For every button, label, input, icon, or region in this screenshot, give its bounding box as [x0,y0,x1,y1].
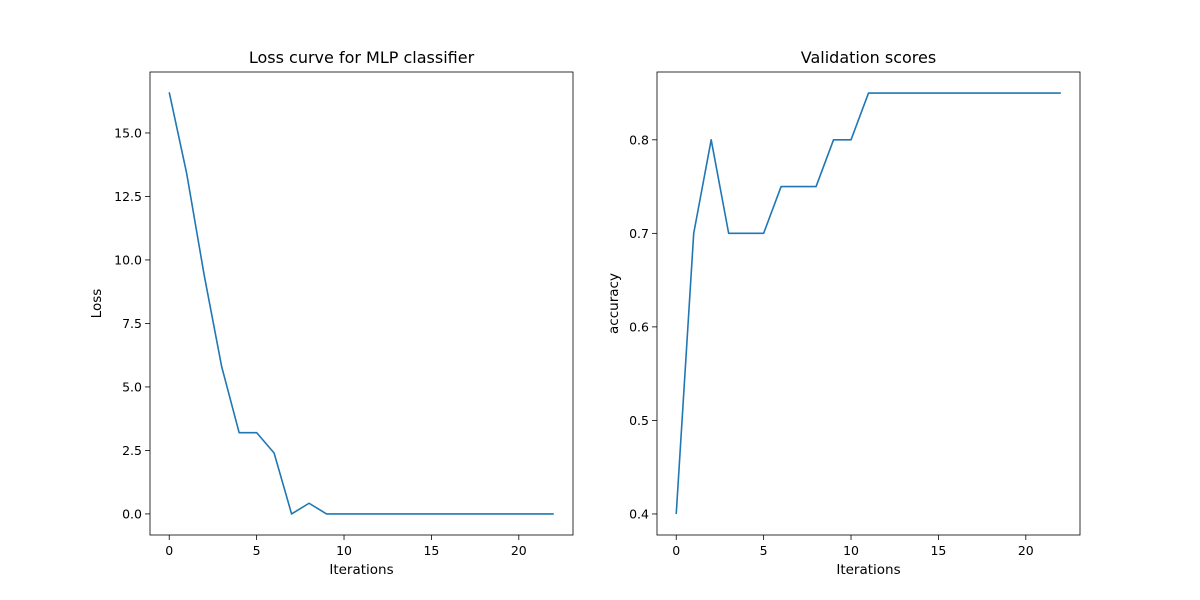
loss-x-tick-label: 10 [336,543,352,558]
loss-y-tick-label: 15.0 [114,125,142,140]
loss-curve-panel: 0 5 10 15 20 0.0 2.5 5.0 7.5 10.0 12.5 15.0 Loss cur… [89,48,574,578]
validation-y-tick-label: 0.5 [629,413,649,428]
validation-y-tick-label: 0.7 [629,226,649,241]
loss-series-line-0 [168,92,554,515]
validation-y-tick-label: 0.8 [629,132,649,147]
validation-series-line-0 [675,92,1061,514]
validation-x-axis-label: Iterations [836,562,900,578]
validation-chart-title: Validation scores [801,48,936,67]
validation-y-axis-label: accuracy [606,273,622,334]
validation-axes-frame [656,71,1081,536]
loss-y-tick-label: 10.0 [114,252,142,267]
loss-x-axis-label: Iterations [329,562,393,578]
loss-y-axis-label: Loss [89,289,105,319]
validation-x-tick-label: 0 [672,543,680,558]
loss-x-tick-label: 0 [165,543,173,558]
validation-x-tick-label: 20 [1018,543,1034,558]
loss-x-tick-label: 5 [253,543,261,558]
loss-y-tick-label: 7.5 [122,316,142,331]
loss-y-tick-label: 2.5 [122,443,142,458]
loss-y-tick-label: 0.0 [122,506,142,521]
validation-scores-panel: 0 5 10 15 20 0.4 0.5 0.6 0.7 0.8 Validation scores… [606,48,1081,578]
loss-axes-frame [149,71,574,536]
validation-y-tick-label: 0.4 [629,506,649,521]
loss-x-tick-label: 20 [511,543,527,558]
validation-x-tick-label: 15 [930,543,946,558]
validation-y-tick-label: 0.6 [629,319,649,334]
validation-x-tick-label: 10 [843,543,859,558]
validation-x-tick-label: 5 [760,543,768,558]
loss-y-tick-label: 12.5 [114,189,142,204]
loss-y-tick-label: 5.0 [122,379,142,394]
loss-x-tick-label: 15 [423,543,439,558]
loss-chart-title: Loss curve for MLP classifier [249,48,475,67]
